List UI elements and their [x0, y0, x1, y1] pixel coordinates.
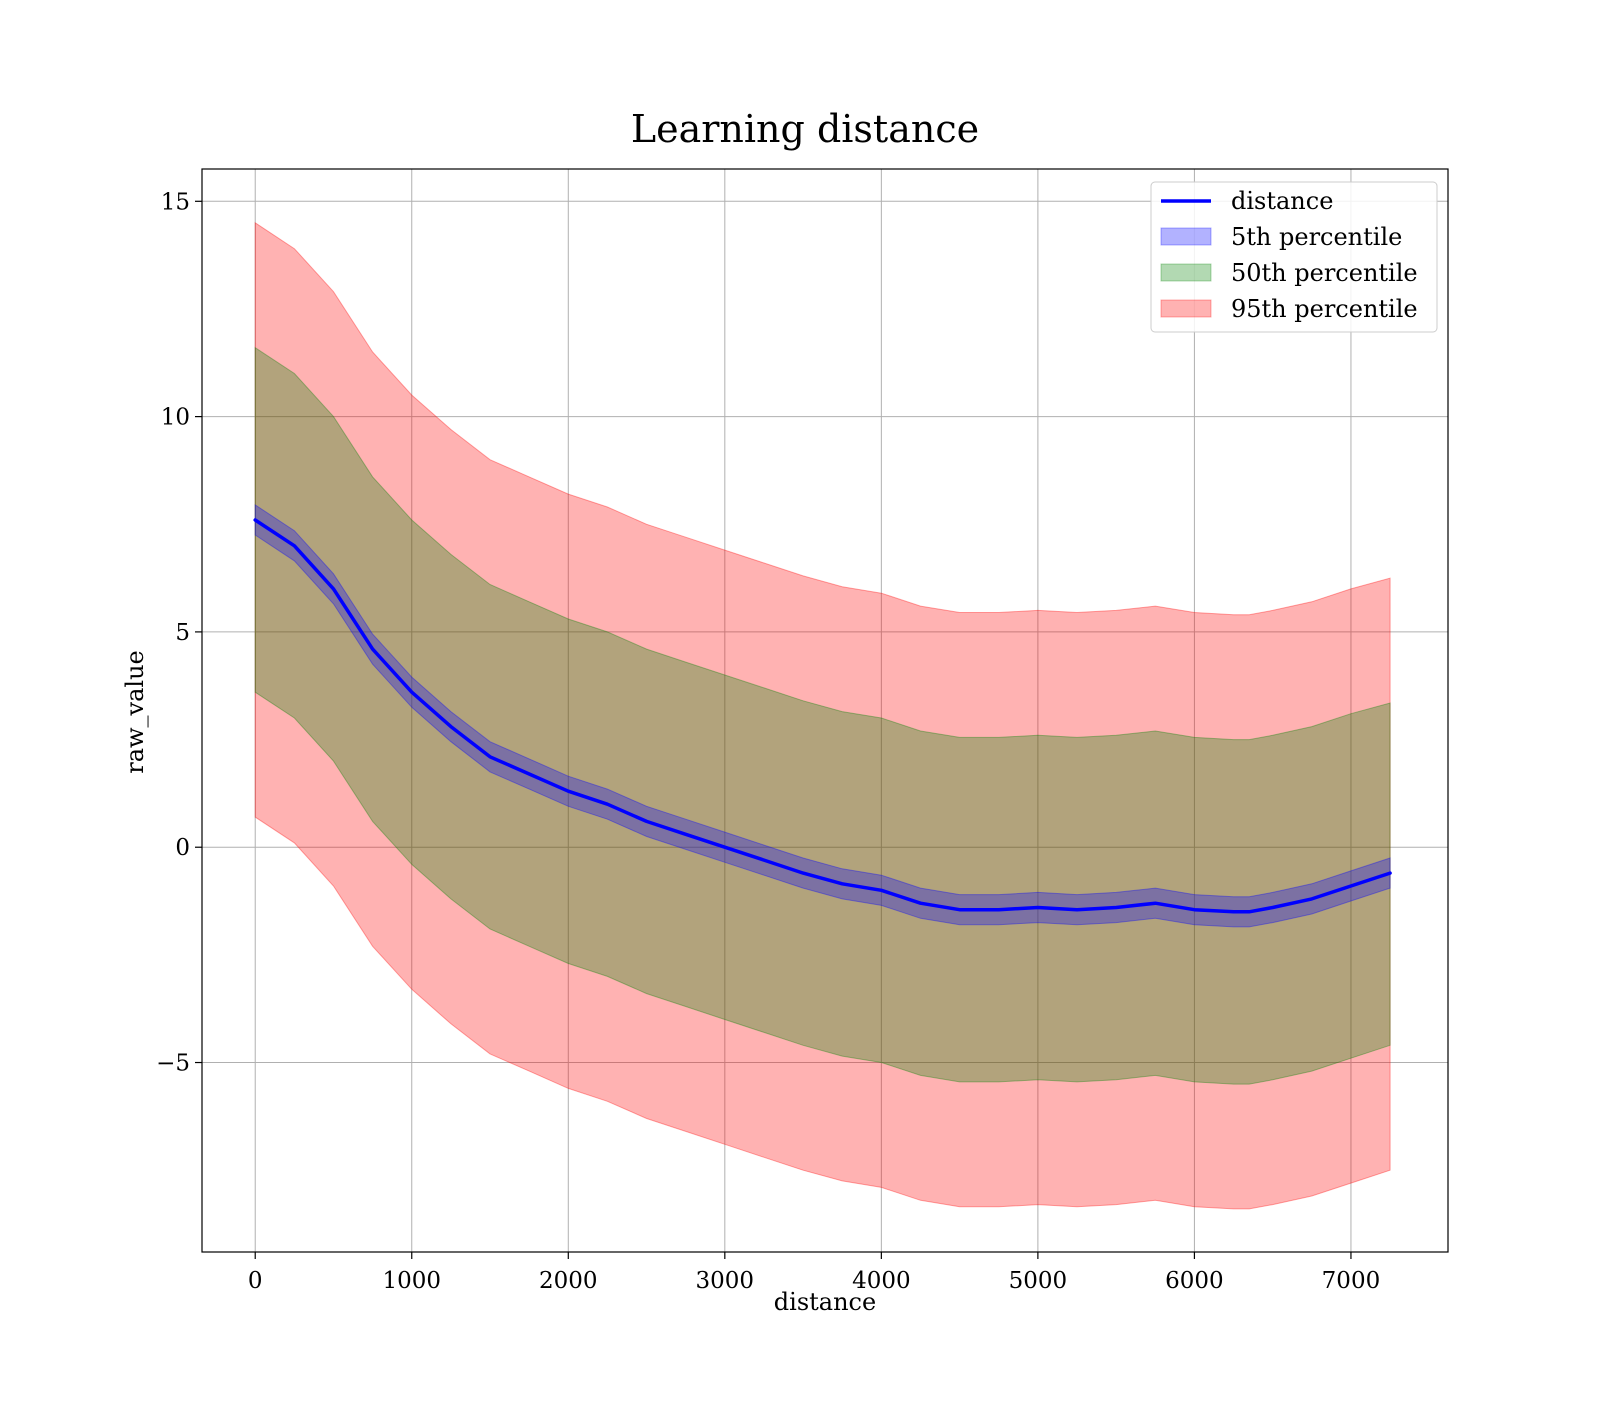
y-tick-label: 5 — [175, 620, 190, 646]
x-tick-label: 6000 — [1165, 1268, 1224, 1294]
legend-label-5th-percentile: 5th percentile — [1231, 223, 1402, 251]
plot-area-background — [202, 169, 1448, 1252]
x-tick-label: 2000 — [539, 1268, 598, 1294]
legend-box — [1150, 181, 1438, 333]
legend-label-50th-percentile: 50th percentile — [1231, 259, 1418, 287]
x-tick-label: 3000 — [696, 1268, 755, 1294]
legend-swatch-50th-percentile — [1160, 263, 1212, 282]
band-95th-percentile — [254, 221, 1391, 1210]
x-tick-label: 1000 — [382, 1268, 441, 1294]
x-tick-label: 0 — [248, 1268, 263, 1294]
band-5th-percentile — [254, 503, 1391, 928]
series-layer — [253, 221, 1392, 1210]
grid-lines — [202, 169, 1448, 1252]
x-tick-label: 4000 — [852, 1268, 911, 1294]
y-tick-label: 10 — [161, 405, 190, 431]
plot-frame — [201, 168, 1449, 1253]
y-tick-label: −5 — [156, 1051, 190, 1077]
band-50th-percentile — [254, 346, 1391, 1085]
legend-label-distance: distance — [1231, 187, 1333, 215]
series-line-distance — [253, 518, 1392, 914]
x-tick-label: 5000 — [1009, 1268, 1068, 1294]
legend: distance 5th percentile 50th percentile … — [1150, 181, 1438, 333]
y-tick-label: 15 — [161, 189, 190, 215]
y-tick-label: 0 — [175, 835, 190, 861]
legend-swatch-95th-percentile — [1160, 299, 1212, 318]
x-tick-label: 7000 — [1322, 1268, 1381, 1294]
legend-label-95th-percentile: 95th percentile — [1231, 295, 1418, 323]
chart-title: Learning distance — [631, 107, 979, 151]
axis-ticks: 0 1000 2000 3000 4000 5000 6000 7000 −5 0 5 10 15 — [156, 189, 1380, 1294]
legend-swatch-5th-percentile — [1160, 227, 1212, 246]
x-axis-label: distance — [774, 1288, 876, 1316]
y-axis-label: raw_value — [121, 650, 149, 774]
